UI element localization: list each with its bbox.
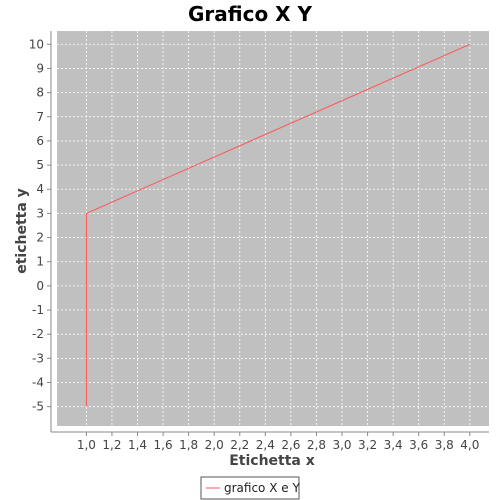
y-tick-label: 7 <box>36 110 44 124</box>
axes <box>50 31 489 433</box>
series-layer <box>85 43 471 407</box>
x-tick-label: 2,2 <box>230 438 249 452</box>
series-line <box>85 43 471 407</box>
y-tick-label: 1 <box>36 255 44 269</box>
y-tick-label: 3 <box>36 206 44 220</box>
y-tick-label: 0 <box>36 279 44 293</box>
x-tick-label: 1,6 <box>154 438 173 452</box>
y-tick-label: -2 <box>32 327 44 341</box>
legend-label: grafico X e Y <box>224 481 300 495</box>
x-axis-label: Etichetta x <box>229 453 315 469</box>
y-tick-label: -4 <box>32 376 44 390</box>
x-tick-label: 3,0 <box>332 438 351 452</box>
y-tick-label: 6 <box>36 134 44 148</box>
x-tick-label: 1,0 <box>77 438 96 452</box>
x-tick-label: 1,4 <box>128 438 147 452</box>
y-tick-label: 5 <box>36 158 44 172</box>
x-tick-label: 3,2 <box>358 438 377 452</box>
x-tick-label: 3,6 <box>409 438 428 452</box>
y-tick-label: 4 <box>36 182 44 196</box>
x-tick-label: 2,8 <box>307 438 326 452</box>
x-tick-label: 2,4 <box>256 438 275 452</box>
x-tick-label: 2,6 <box>281 438 300 452</box>
x-axis-ticks: 1,0 1,2 1,4 1,6 1,8 2,0 2,2 2,4 2,6 2,8 3,0 3,2 3,4 3… <box>77 432 479 452</box>
y-tick-label: 9 <box>36 61 44 75</box>
legend-box <box>200 476 300 500</box>
grid-lines <box>57 31 489 426</box>
x-tick-label: 1,8 <box>179 438 198 452</box>
x-tick-label: 4,0 <box>460 438 479 452</box>
y-tick-label: 8 <box>36 86 44 100</box>
legend: grafico X e Y <box>200 476 300 500</box>
y-tick-label: -1 <box>32 303 44 317</box>
y-tick-label: 10 <box>29 37 44 51</box>
plot-area <box>57 31 489 426</box>
y-tick-label: 2 <box>36 231 44 245</box>
chart-title: Grafico X Y <box>188 2 313 26</box>
y-axis-label: etichetta y <box>14 188 30 274</box>
y-tick-label: -3 <box>32 351 44 365</box>
y-axis-ticks: -5 -4 -3 -2 -1 0 1 2 3 4 5 6 7 8 9 10 <box>29 37 51 414</box>
x-tick-label: 3,4 <box>384 438 403 452</box>
y-tick-label: -5 <box>32 400 44 414</box>
x-tick-label: 1,2 <box>102 438 121 452</box>
x-tick-label: 2,0 <box>205 438 224 452</box>
x-tick-label: 3,8 <box>435 438 454 452</box>
